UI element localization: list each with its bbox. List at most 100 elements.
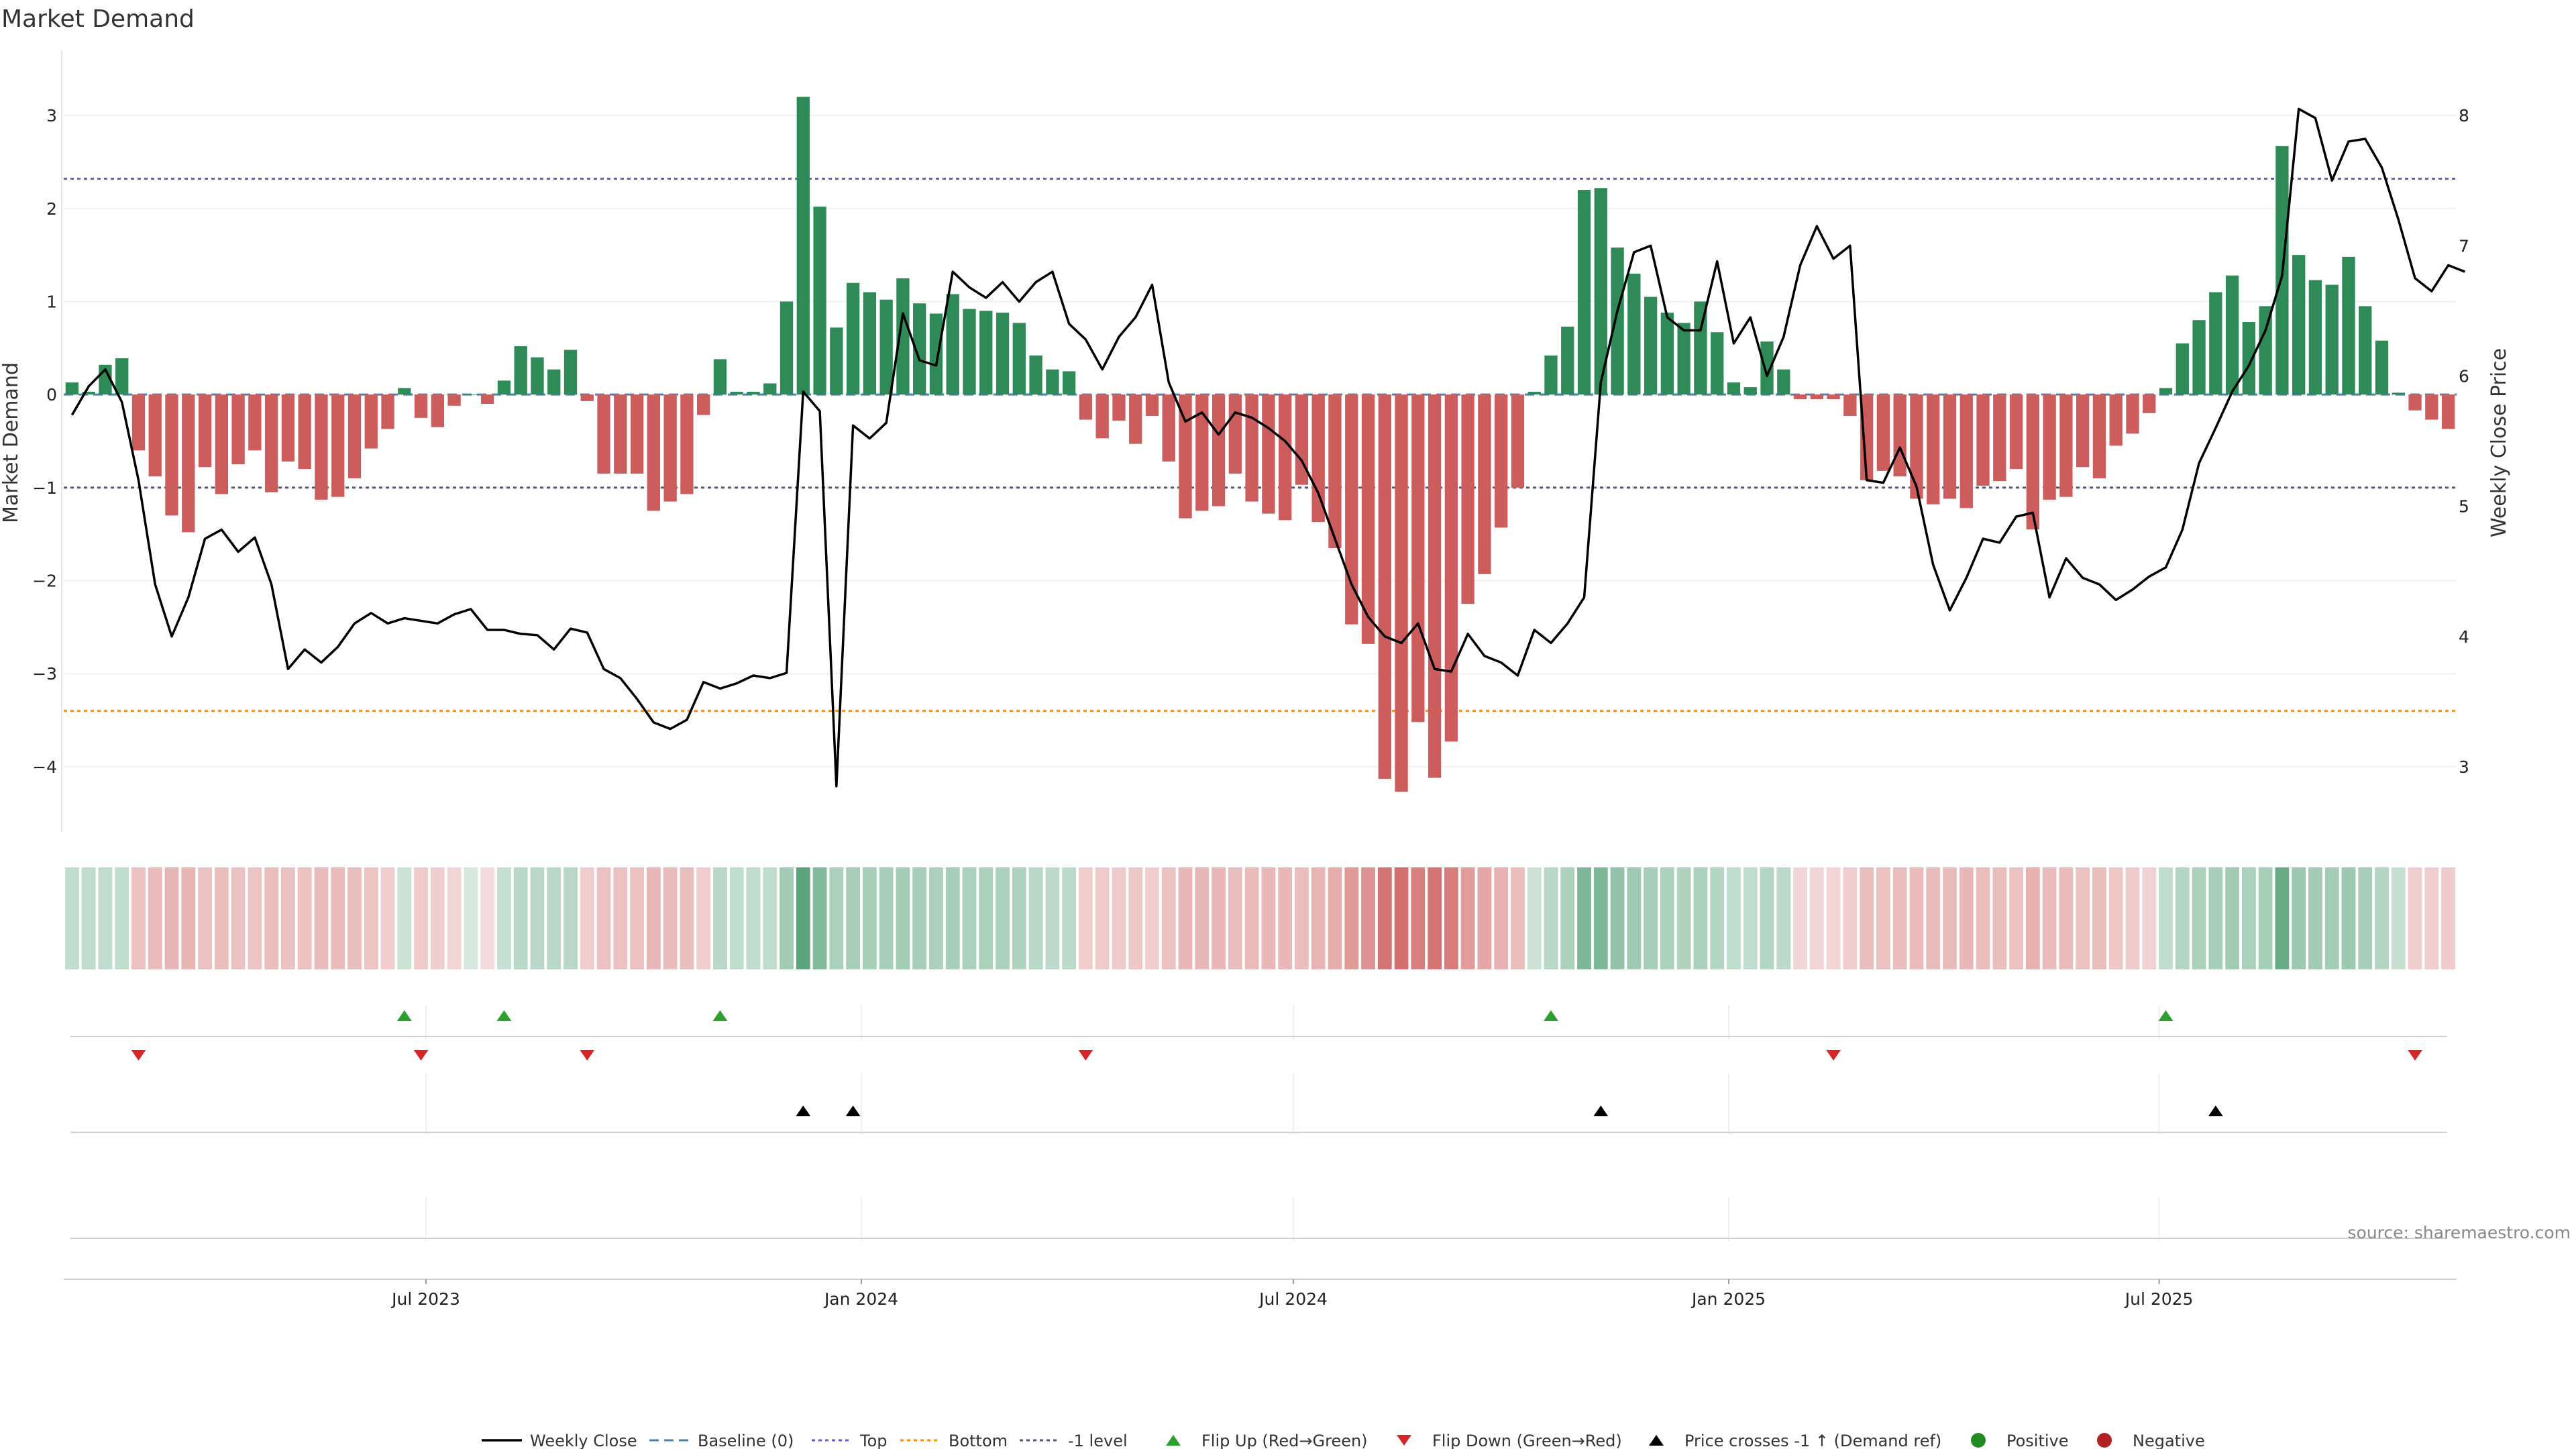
demand-bar [182, 394, 195, 533]
demand-bar [846, 282, 860, 395]
demand-bar [1527, 391, 1541, 395]
demand-bar [1694, 301, 1707, 395]
heat-strip-cell [663, 867, 678, 969]
demand-bar [531, 357, 544, 395]
heat-strip-cell [1593, 867, 1608, 969]
heat-strip-cell [2125, 867, 2140, 969]
y-tick-label: 3 [46, 106, 57, 125]
heat-strip-cell [1161, 867, 1176, 969]
heat-strip-cell [181, 867, 196, 969]
demand-bar [1627, 273, 1641, 395]
heat-strip-cell [2175, 867, 2190, 969]
demand-bar [1112, 394, 1126, 421]
flip-up-marker [496, 1010, 512, 1021]
flip-down-marker [1826, 1050, 1841, 1061]
demand-bar [431, 394, 444, 427]
heat-strip-cell [596, 867, 611, 969]
legend-label: Positive [2006, 1432, 2069, 1449]
heat-strip-cell [2275, 867, 2290, 969]
demand-bar [2109, 394, 2123, 446]
heat-strip-cell [414, 867, 428, 969]
x-tick-label: Jan 2024 [823, 1289, 898, 1309]
demand-bar [763, 383, 777, 395]
flip-down-marker [580, 1050, 595, 1061]
demand-bar [315, 394, 328, 500]
y-tick-label: −1 [32, 478, 57, 498]
demand-bar [929, 313, 943, 395]
heat-strip-cell [380, 867, 395, 969]
heat-strip-cell [1278, 867, 1293, 969]
price-cross-marker [2208, 1106, 2223, 1116]
demand-bar [996, 313, 1010, 395]
heat-strip-cell [464, 867, 478, 969]
demand-bar [1062, 371, 1076, 395]
heat-strip-cell [962, 867, 977, 969]
heat-strip-cell [1909, 867, 1924, 969]
demand-bar [2092, 394, 2106, 478]
heat-strip-cell [879, 867, 894, 969]
heat-strip-cell [1793, 867, 1807, 969]
demand-bar [1046, 369, 1059, 395]
heat-strip-cell [796, 867, 810, 969]
heat-strip-cell [1477, 867, 1492, 969]
demand-bar [713, 359, 727, 395]
heat-strip-cell [497, 867, 511, 969]
heat-strip-cell [2042, 867, 2057, 969]
demand-bar [2308, 280, 2322, 395]
demand-bar [1262, 394, 1275, 514]
heat-strip-cell [1079, 867, 1093, 969]
demand-bar [464, 394, 478, 395]
demand-bar [1212, 394, 1226, 506]
heat-strip-cell [680, 867, 694, 969]
heat-strip-cell [929, 867, 943, 969]
x-tick-label: Jul 2025 [2124, 1289, 2194, 1309]
heat-strip-cell [1943, 867, 1957, 969]
demand-bar [1345, 394, 1358, 625]
heat-strip-cell [945, 867, 960, 969]
heat-strip-cell [513, 867, 528, 969]
heat-strip-cell [2358, 867, 2373, 969]
heat-strip-cell [480, 867, 495, 969]
demand-bar [1677, 323, 1690, 395]
demand-bars [65, 97, 2455, 792]
demand-bar [364, 394, 378, 449]
heat-strip-cell [996, 867, 1010, 969]
heat-strip-cell [1295, 867, 1309, 969]
heat-strip-cell [214, 867, 229, 969]
heat-strip-cell [1460, 867, 1475, 969]
demand-bar [2292, 255, 2306, 395]
heat-strip-cell [613, 867, 628, 969]
heat-strip-cell [630, 867, 644, 969]
demand-bar [1976, 394, 1990, 486]
heat-strip-cell [530, 867, 545, 969]
demand-bar [1711, 332, 1724, 395]
demand-bar [2392, 392, 2405, 395]
heat-strip-cell [115, 867, 129, 969]
heat-strip-cell [812, 867, 827, 969]
heat-strip-cell [896, 867, 910, 969]
demand-bar [1228, 394, 1242, 474]
heat-strip-cell [1095, 867, 1110, 969]
demand-bar [347, 394, 362, 478]
demand-bar [65, 382, 79, 395]
legend-label: Bottom [949, 1432, 1008, 1449]
demand-bar [131, 394, 146, 451]
demand-bar [2342, 256, 2355, 395]
bottom-panel [64, 1197, 2457, 1280]
demand-bar [82, 391, 95, 395]
demand-bar [1295, 394, 1309, 485]
price-cross-marker [1593, 1106, 1609, 1116]
y-tick-label: 1 [46, 292, 57, 311]
y-axis-label: Market Demand [0, 362, 23, 523]
demand-bar [115, 358, 129, 395]
demand-bar [281, 394, 295, 462]
heat-strip-cell [281, 867, 295, 969]
heat-strip-cell [1660, 867, 1674, 969]
demand-bar [2126, 394, 2139, 434]
heat-strip-cell [2258, 867, 2273, 969]
heat-strip-cell [1311, 867, 1326, 969]
heat-strip-cell [829, 867, 844, 969]
heat-strip-cell [198, 867, 212, 969]
y2-tick-label: 7 [2459, 236, 2469, 256]
demand-bar [447, 394, 461, 406]
